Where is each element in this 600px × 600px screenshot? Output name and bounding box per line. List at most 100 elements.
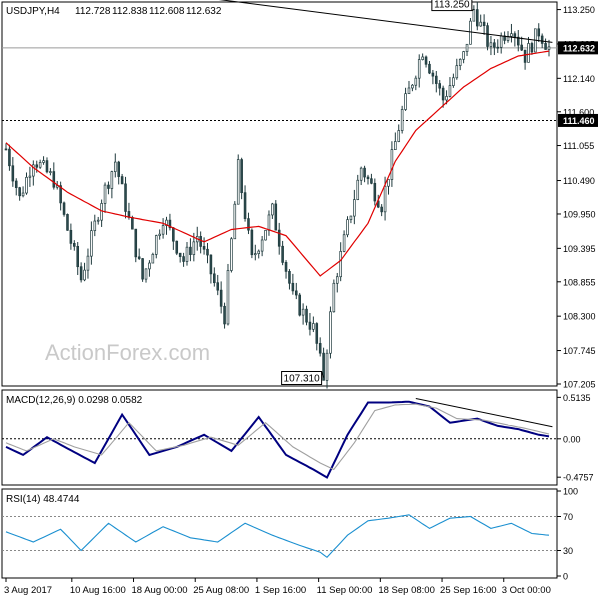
x-tick-label: 10 Aug 16:00 — [70, 585, 126, 596]
candle — [322, 347, 325, 381]
candle — [407, 80, 411, 95]
candle — [315, 322, 319, 351]
candle — [510, 23, 513, 43]
candle — [547, 39, 551, 57]
candle — [62, 201, 66, 217]
candle — [452, 73, 455, 88]
candle — [482, 14, 486, 35]
candle — [117, 160, 120, 185]
candle — [66, 213, 69, 231]
candle — [137, 248, 141, 261]
candle — [329, 306, 332, 359]
candle — [387, 179, 390, 195]
price-tick-label: 110.490 — [563, 176, 595, 186]
candle — [373, 178, 377, 206]
x-tick-label: 25 Aug 08:00 — [193, 585, 249, 596]
candle — [73, 240, 76, 251]
candle — [465, 43, 469, 57]
support-price-label: 111.460 — [558, 113, 598, 127]
candle — [14, 178, 18, 196]
candle — [230, 237, 233, 273]
candle — [25, 172, 28, 195]
macd-panel — [1, 389, 558, 486]
candle — [496, 39, 500, 53]
candle — [165, 216, 168, 235]
candle — [530, 41, 534, 55]
candle — [431, 69, 435, 85]
price-tick-label: 107.205 — [563, 380, 596, 390]
candle — [448, 77, 452, 98]
candle — [417, 54, 421, 88]
candle — [185, 241, 189, 266]
macd-content-tick-label: -0.4757 — [563, 473, 594, 483]
x-tick-label: 11 Sep 00:00 — [317, 585, 373, 596]
rsi-content-tick-label: 100 — [563, 487, 578, 497]
x-tick-label: 1 Sep 16:00 — [255, 585, 306, 596]
candle — [404, 87, 407, 111]
candle — [308, 313, 312, 336]
x-tick-label: 18 Sep 08:00 — [378, 585, 435, 596]
candle — [32, 160, 35, 186]
price-title: USDJPY,H4 — [6, 6, 60, 17]
candle — [257, 249, 261, 259]
candle — [148, 260, 151, 277]
candle — [144, 268, 148, 283]
candle — [209, 254, 213, 284]
candle — [397, 124, 401, 143]
candle — [346, 216, 349, 238]
candle — [370, 173, 373, 185]
candle — [161, 218, 165, 239]
price-tick-label: 109.395 — [563, 244, 596, 254]
price-annotation: 107.310 — [281, 370, 325, 385]
price-ohlc-close: 112.632 — [186, 6, 222, 17]
candle — [254, 244, 257, 261]
rsi-content-tick-label: 70 — [563, 512, 573, 522]
candle — [250, 228, 254, 259]
candle — [458, 58, 462, 71]
candle — [475, 1, 479, 31]
candle — [462, 50, 465, 64]
price-ohlc-low: 112.608 — [149, 6, 185, 17]
candle — [124, 176, 127, 219]
candle — [274, 200, 278, 231]
candle — [247, 212, 250, 235]
candle — [79, 262, 83, 283]
candle — [366, 174, 370, 185]
candle — [4, 143, 8, 151]
candle — [438, 80, 442, 96]
x-tick-label: 25 Sep 16:00 — [440, 585, 497, 596]
candle — [435, 71, 438, 93]
candle — [411, 84, 414, 92]
candle — [493, 38, 496, 56]
price-panel — [1, 1, 558, 387]
candle — [342, 230, 346, 253]
candle — [294, 282, 298, 300]
candle — [182, 252, 185, 267]
price-tick-label: 112.140 — [563, 74, 595, 84]
candle — [390, 141, 394, 187]
candle — [363, 165, 366, 183]
candle — [189, 238, 192, 262]
x-tick-label: 18 Aug 00:00 — [132, 585, 188, 596]
candle — [356, 174, 360, 201]
candle — [18, 186, 21, 201]
candle — [28, 166, 32, 187]
candle — [291, 273, 295, 295]
candle — [226, 263, 230, 326]
candle — [107, 181, 110, 195]
candle — [335, 272, 339, 293]
rsi-content-tick-label: 0 — [563, 572, 568, 582]
candle — [110, 170, 114, 199]
rsi-title: RSI(14) 48.4744 — [6, 494, 80, 505]
last-price-label: 112.632 — [558, 41, 598, 55]
price-tick-label: 111.600 — [563, 107, 594, 117]
candle — [260, 235, 264, 257]
svg-text:112.632: 112.632 — [563, 43, 595, 53]
candle — [113, 153, 117, 178]
candle — [240, 157, 243, 200]
x-tick-label: 3 Oct 00:00 — [502, 585, 551, 596]
macd-title: MACD(12,26,9) 0.0298 0.0582 — [6, 395, 143, 406]
candle — [206, 242, 209, 264]
candle — [83, 262, 86, 282]
